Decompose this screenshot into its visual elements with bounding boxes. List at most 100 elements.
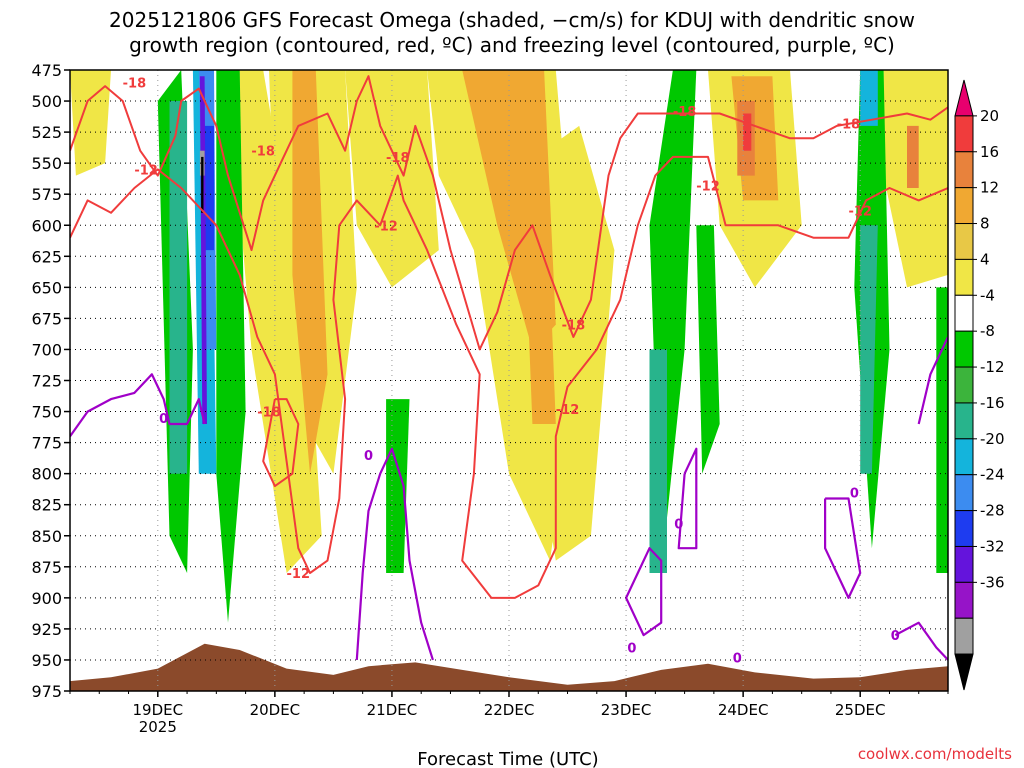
colorbar-swatch xyxy=(954,294,974,332)
contour-label: 0 xyxy=(733,651,742,666)
colorbar-swatch xyxy=(954,258,974,296)
dgz-contour-0 xyxy=(70,75,948,351)
y-tick-label: 625 xyxy=(31,247,62,266)
x-tick-label: 24DEC xyxy=(718,701,769,719)
omega-patch-24 xyxy=(860,225,878,474)
contour-lines xyxy=(70,75,948,661)
omega-patch-13 xyxy=(907,125,919,188)
y-tick-label: 875 xyxy=(31,558,62,577)
freezing-contour-4 xyxy=(823,497,862,600)
freezing-contour-3 xyxy=(677,447,698,550)
freezing-contour-2 xyxy=(625,547,663,637)
freezing-contour-1 xyxy=(355,447,434,661)
chart-title-line1: 2025121806 GFS Forecast Omega (shaded, −… xyxy=(109,8,915,32)
omega-patch-2 xyxy=(345,70,439,288)
contour-label: 0 xyxy=(627,642,636,657)
colorbar-swatch xyxy=(954,402,974,440)
y-tick-label: 850 xyxy=(31,527,62,546)
colorbar-tick-label: -32 xyxy=(980,537,1005,555)
terrain-fill xyxy=(70,643,948,691)
y-tick-label: 575 xyxy=(31,185,62,204)
y-tick-label: 725 xyxy=(31,372,62,391)
y-tick-label: 800 xyxy=(31,465,62,484)
contour-label: -18 xyxy=(251,145,275,160)
contour-label: -12 xyxy=(374,219,398,234)
contour-labels: -18 -18 -18 -18 -18 -18 -18 -12 -12 -12 -12 -12 -12 0… xyxy=(123,76,900,666)
omega-patch-22 xyxy=(169,101,188,474)
colorbar-swatch xyxy=(954,151,974,189)
omega-patch-23 xyxy=(649,349,667,573)
contour-label: -18 xyxy=(837,117,861,132)
y-axis: 475 500 525 550 575 600 625 650 675 700 725 750 775 8… xyxy=(31,61,70,701)
contour-label: 0 xyxy=(364,449,373,464)
colorbar-swatch xyxy=(954,187,974,225)
colorbar-tick-label: -4 xyxy=(980,286,995,304)
colorbar-tick-label: -28 xyxy=(980,502,1005,520)
chart-title-line2: growth region (contoured, red, ºC) and f… xyxy=(129,33,895,57)
colorbar-swatch xyxy=(954,366,974,404)
colorbar-tick-label: 12 xyxy=(980,179,999,197)
colorbar-bottom-arrow xyxy=(954,653,974,691)
contour-label: -18 xyxy=(386,151,410,166)
freezing-contour-0 xyxy=(70,373,206,438)
y-tick-label: 675 xyxy=(31,309,62,328)
credit-text: coolwx.com/modelts xyxy=(858,745,1012,763)
x-axis-label: Forecast Time (UTC) xyxy=(417,749,598,768)
colorbar-swatch xyxy=(954,545,974,583)
omega-patch-5 xyxy=(70,70,111,176)
omega-patch-21 xyxy=(386,399,410,573)
omega-patch-20 xyxy=(936,287,948,573)
freezing-contour-5 xyxy=(917,336,948,425)
contour-label: 0 xyxy=(674,517,683,532)
colorbar-tick-label: -36 xyxy=(980,573,1005,591)
omega-patch-31 xyxy=(201,156,204,213)
contour-label: -18 xyxy=(123,76,147,91)
colorbar-tick-label: -16 xyxy=(980,394,1005,412)
omega-patch-8 xyxy=(292,70,328,474)
y-tick-label: 525 xyxy=(31,123,62,142)
contour-label: -18 xyxy=(562,319,586,334)
terrain-polygon xyxy=(70,643,948,691)
freezing-contour-6 xyxy=(894,621,948,661)
contour-label: -12 xyxy=(556,403,580,418)
y-tick-label: 500 xyxy=(31,92,62,111)
contour-label: 0 xyxy=(850,486,859,501)
omega-patch-26 xyxy=(860,70,878,126)
y-tick-label: 900 xyxy=(31,589,62,608)
omega-shading xyxy=(70,70,948,623)
colorbar-tick-label: -24 xyxy=(980,466,1005,484)
contour-label: -18 xyxy=(673,105,697,120)
colorbar-swatch xyxy=(954,474,974,512)
y-tick-label: 700 xyxy=(31,340,62,359)
x-tick-label: 20DEC xyxy=(250,701,301,719)
omega-patch-10 xyxy=(526,274,556,424)
contour-label: -12 xyxy=(134,163,158,178)
colorbar-swatch xyxy=(954,330,974,368)
contour-label: 0 xyxy=(159,412,168,427)
colorbar-tick-label: 20 xyxy=(980,107,999,125)
x-tick-sublabel: 2025 xyxy=(139,718,177,736)
colorbar-top-arrow xyxy=(954,79,974,117)
y-tick-label: 975 xyxy=(31,682,62,701)
colorbar-tick-label: 8 xyxy=(980,215,990,233)
contour-label: -12 xyxy=(696,180,720,195)
colorbar-tick-label: -20 xyxy=(980,430,1005,448)
y-tick-label: 950 xyxy=(31,651,62,670)
colorbar-swatch xyxy=(954,581,974,619)
y-tick-label: 925 xyxy=(31,620,62,639)
y-tick-label: 775 xyxy=(31,434,62,453)
colorbar-tick-label: -12 xyxy=(980,358,1005,376)
y-tick-label: 750 xyxy=(31,403,62,422)
contour-label: -18 xyxy=(257,406,281,421)
colorbar-swatch xyxy=(954,617,974,655)
x-tick-label: 19DEC xyxy=(133,701,184,719)
y-tick-label: 825 xyxy=(31,496,62,515)
contour-label: -12 xyxy=(287,567,311,582)
contour-label: -12 xyxy=(848,204,872,219)
contour-label: 0 xyxy=(891,629,900,644)
colorbar-swatch xyxy=(954,223,974,260)
x-tick-label: 22DEC xyxy=(484,701,535,719)
colorbar-tick-label: 4 xyxy=(980,250,990,268)
